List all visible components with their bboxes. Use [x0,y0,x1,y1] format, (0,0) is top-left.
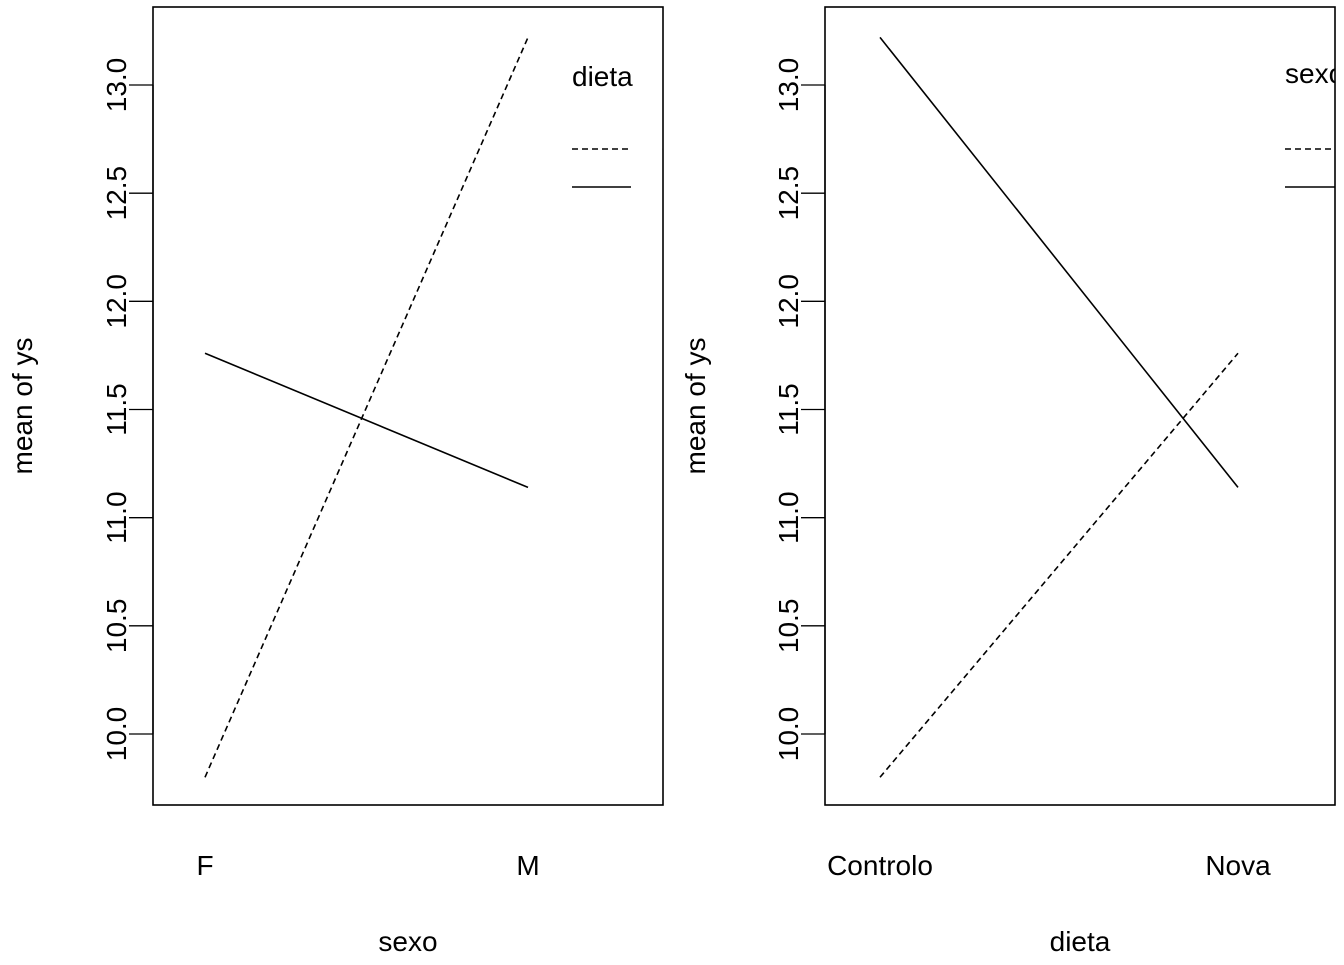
y-tick-label: 12.0 [773,274,804,329]
legend-label: Controlo [661,134,767,165]
plot-frame [824,6,1336,806]
legend: sexoFM [1285,58,1344,188]
series-group [879,36,1239,778]
y-tick-label: 11.0 [773,491,804,543]
plot-frame [152,6,664,806]
x-axis-label: sexo [378,926,437,957]
y-tick-label: 11.5 [773,383,804,435]
y-tick-label: 11.0 [101,491,132,543]
legend: dieta Controlo Nova [572,61,767,203]
series-line-nova [204,352,529,489]
legend-label: Nova [661,172,727,203]
x-tick-label: M [516,850,539,881]
y-tick-label: 12.0 [101,274,132,329]
y-tick-label: 10.5 [101,599,132,654]
x-tick-label: F [196,850,213,881]
legend-title: dieta [572,61,633,92]
series-line-controlo [204,37,529,778]
series-line-f [879,352,1239,778]
x-tick-label: Nova [1205,850,1271,881]
y-tick-label: 11.5 [101,383,132,435]
y-tick-label: 12.5 [101,166,132,221]
panel-2: 10.0 10.5 11.0 11.5 12.0 12.5 13.0 Controlo Nova… [680,6,1344,957]
series-line-m [879,36,1239,488]
x-tick-label: Controlo [827,850,933,881]
y-tick-label: 10.0 [773,707,804,762]
y-axis-label: mean of ys [7,338,38,475]
y-tick-label: 10.5 [773,599,804,654]
y-axis-label: mean of ys [680,338,711,475]
y-tick-label: 13.0 [101,58,132,113]
y-tick-label: 12.5 [773,166,804,221]
series-group [204,37,529,778]
y-tick-label: 13.0 [773,58,804,113]
x-axis-label: dieta [1050,926,1111,957]
legend-title: sexo [1285,58,1344,89]
y-tick-label: 10.0 [101,707,132,762]
